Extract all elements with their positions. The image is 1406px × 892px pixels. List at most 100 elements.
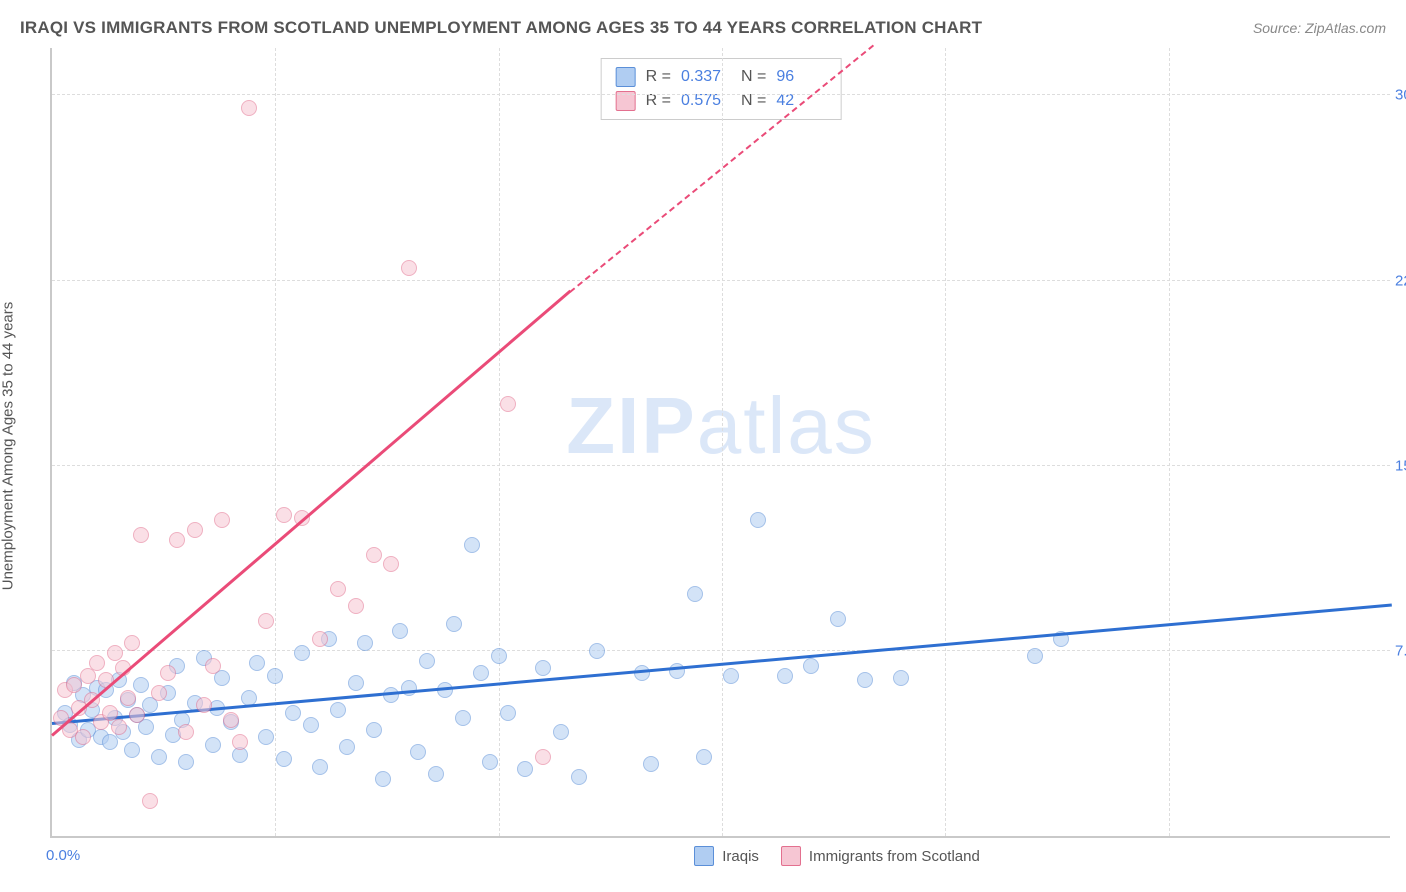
scatter-point (66, 677, 82, 693)
scatter-point (687, 586, 703, 602)
scatter-point (151, 685, 167, 701)
scatter-point (464, 537, 480, 553)
scatter-point (401, 260, 417, 276)
y-tick-label: 15.0% (1395, 457, 1406, 474)
y-tick-label: 30.0% (1395, 87, 1406, 104)
stats-row: R =0.337N =96 (616, 65, 827, 89)
scatter-point (392, 623, 408, 639)
legend-label: Iraqis (722, 848, 759, 865)
x-tick-label-min: 0.0% (46, 847, 80, 864)
y-tick-label: 7.5% (1395, 642, 1406, 659)
r-value: 0.337 (681, 68, 731, 86)
scatter-point (249, 655, 265, 671)
scatter-point (535, 749, 551, 765)
scatter-point (777, 668, 793, 684)
scatter-point (830, 611, 846, 627)
scatter-point (214, 512, 230, 528)
scatter-point (133, 527, 149, 543)
scatter-point (276, 507, 292, 523)
scatter-point (196, 697, 212, 713)
scatter-point (124, 742, 140, 758)
legend-item: Immigrants from Scotland (781, 846, 980, 866)
scatter-point (419, 653, 435, 669)
scatter-point (151, 749, 167, 765)
scatter-point (857, 672, 873, 688)
gridline-horizontal (52, 94, 1390, 95)
scatter-point (107, 645, 123, 661)
scatter-point (205, 658, 221, 674)
scatter-point (258, 613, 274, 629)
scatter-point (643, 756, 659, 772)
scatter-point (120, 690, 136, 706)
scatter-point (312, 631, 328, 647)
scatter-point (267, 668, 283, 684)
scatter-point (750, 512, 766, 528)
trend-line (51, 290, 571, 737)
y-axis-title: Unemployment Among Ages 35 to 44 years (0, 302, 17, 591)
scatter-point (330, 702, 346, 718)
series-swatch (781, 846, 801, 866)
y-tick-label: 22.5% (1395, 272, 1406, 289)
scatter-point (75, 729, 91, 745)
scatter-point (348, 675, 364, 691)
scatter-point (285, 705, 301, 721)
gridline-horizontal (52, 280, 1390, 281)
scatter-point (803, 658, 819, 674)
scatter-point (187, 522, 203, 538)
scatter-point (339, 739, 355, 755)
series-legend: Iraqis Immigrants from Scotland (694, 846, 980, 866)
gridline-vertical (1169, 48, 1170, 836)
scatter-point (223, 712, 239, 728)
scatter-point (696, 749, 712, 765)
scatter-point (571, 769, 587, 785)
gridline-vertical (945, 48, 946, 836)
scatter-point (312, 759, 328, 775)
scatter-point (133, 677, 149, 693)
gridline-horizontal (52, 465, 1390, 466)
scatter-point (669, 663, 685, 679)
chart-title: IRAQI VS IMMIGRANTS FROM SCOTLAND UNEMPL… (20, 18, 982, 38)
scatter-point (111, 719, 127, 735)
series-swatch (616, 67, 636, 87)
scatter-point (589, 643, 605, 659)
legend-label: Immigrants from Scotland (809, 848, 980, 865)
scatter-point (142, 793, 158, 809)
scatter-plot-area: ZIPatlas R =0.337N =96R =0.575N =42 Iraq… (50, 48, 1390, 838)
scatter-point (491, 648, 507, 664)
scatter-point (375, 771, 391, 787)
scatter-point (517, 761, 533, 777)
n-value: 96 (776, 68, 826, 86)
scatter-point (366, 722, 382, 738)
scatter-point (357, 635, 373, 651)
r-label: R = (646, 68, 671, 86)
scatter-point (232, 734, 248, 750)
scatter-point (1027, 648, 1043, 664)
scatter-point (129, 707, 145, 723)
scatter-point (366, 547, 382, 563)
scatter-point (178, 724, 194, 740)
stats-legend-box: R =0.337N =96R =0.575N =42 (601, 58, 842, 120)
scatter-point (276, 751, 292, 767)
legend-item: Iraqis (694, 846, 759, 866)
scatter-point (330, 581, 346, 597)
scatter-point (294, 645, 310, 661)
scatter-point (428, 766, 444, 782)
gridline-horizontal (52, 650, 1390, 651)
scatter-point (893, 670, 909, 686)
scatter-point (500, 396, 516, 412)
scatter-point (410, 744, 426, 760)
scatter-point (89, 655, 105, 671)
gridline-vertical (275, 48, 276, 836)
series-swatch (694, 846, 714, 866)
scatter-point (455, 710, 471, 726)
scatter-point (383, 556, 399, 572)
scatter-point (102, 734, 118, 750)
scatter-point (124, 635, 140, 651)
gridline-vertical (499, 48, 500, 836)
source-credit: Source: ZipAtlas.com (1253, 20, 1386, 36)
scatter-point (178, 754, 194, 770)
scatter-point (348, 598, 364, 614)
scatter-point (303, 717, 319, 733)
scatter-point (169, 532, 185, 548)
scatter-point (205, 737, 221, 753)
